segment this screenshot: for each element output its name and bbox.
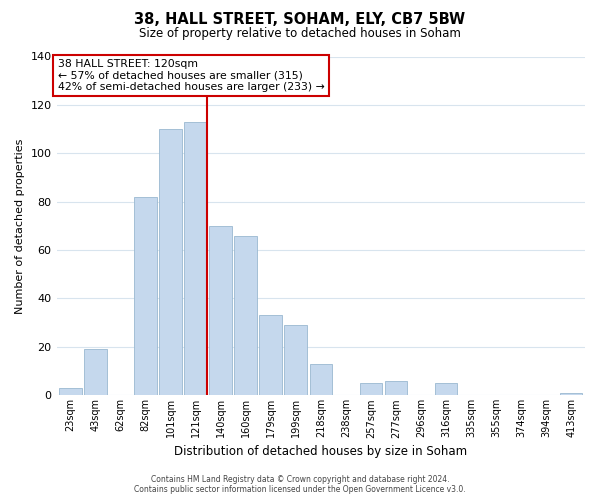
- Bar: [184, 122, 207, 396]
- Bar: [235, 236, 257, 396]
- Text: 38 HALL STREET: 120sqm
← 57% of detached houses are smaller (315)
42% of semi-de: 38 HALL STREET: 120sqm ← 57% of detached…: [58, 59, 325, 92]
- Bar: [435, 383, 457, 396]
- Y-axis label: Number of detached properties: Number of detached properties: [15, 138, 25, 314]
- Bar: [159, 129, 182, 396]
- Bar: [385, 381, 407, 396]
- Bar: [359, 383, 382, 396]
- Bar: [259, 316, 282, 396]
- Bar: [284, 325, 307, 396]
- Text: 38, HALL STREET, SOHAM, ELY, CB7 5BW: 38, HALL STREET, SOHAM, ELY, CB7 5BW: [134, 12, 466, 28]
- Text: Contains HM Land Registry data © Crown copyright and database right 2024.
Contai: Contains HM Land Registry data © Crown c…: [134, 474, 466, 494]
- Text: Size of property relative to detached houses in Soham: Size of property relative to detached ho…: [139, 28, 461, 40]
- Bar: [209, 226, 232, 396]
- Bar: [84, 350, 107, 396]
- Bar: [560, 393, 583, 396]
- Bar: [134, 197, 157, 396]
- X-axis label: Distribution of detached houses by size in Soham: Distribution of detached houses by size …: [174, 444, 467, 458]
- Bar: [310, 364, 332, 396]
- Bar: [59, 388, 82, 396]
